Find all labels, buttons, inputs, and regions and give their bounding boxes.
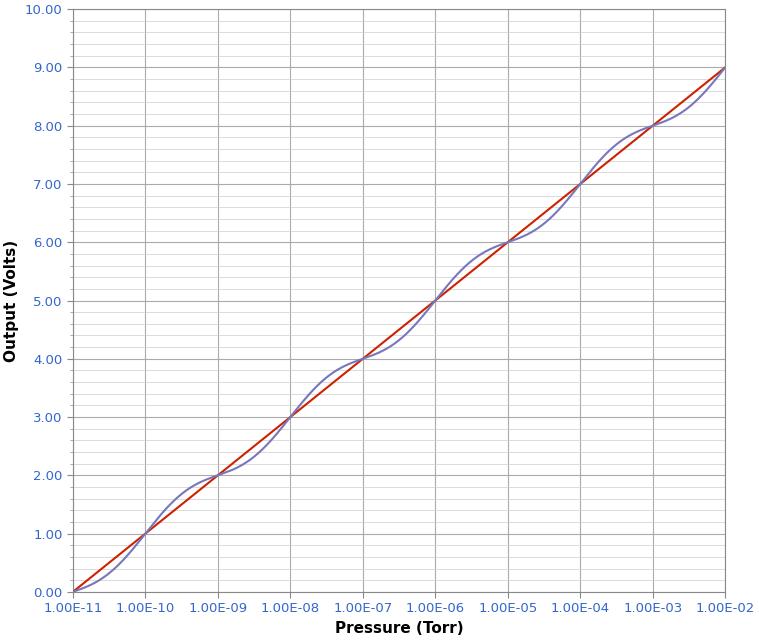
Y-axis label: Output (Volts): Output (Volts) bbox=[4, 239, 19, 362]
X-axis label: Pressure (Torr): Pressure (Torr) bbox=[335, 621, 463, 636]
